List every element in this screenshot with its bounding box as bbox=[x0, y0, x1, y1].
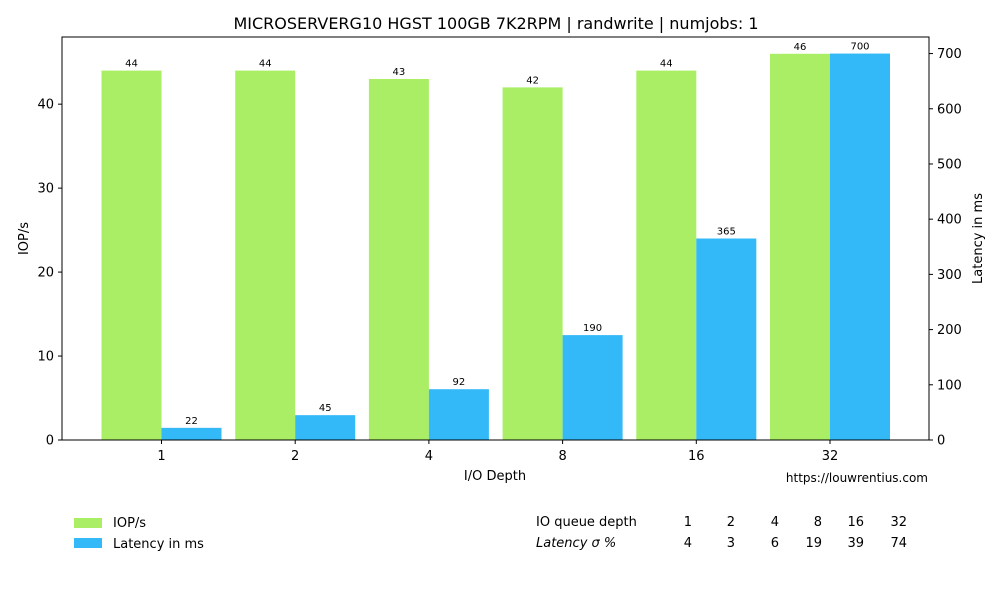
x-axis: 1 2 4 8 16 32 bbox=[157, 440, 838, 464]
y2-tick-label-0: 0 bbox=[937, 434, 945, 449]
x-tick-label-8: 8 bbox=[558, 449, 566, 464]
bar-label-latency-1: 22 bbox=[185, 416, 198, 427]
chart-title: MICROSERVERG10 HGST 100GB 7K2RPM | randw… bbox=[233, 14, 758, 33]
legend-swatch-iops bbox=[74, 518, 102, 528]
bar-iops-4 bbox=[368, 78, 429, 441]
bar-label-latency-32: 700 bbox=[850, 42, 869, 53]
latency-stats-table: IO queue depth Latency σ % 1 4 2 3 4 6 8 19 16 39… bbox=[536, 515, 907, 551]
stats-depth-32: 32 bbox=[890, 515, 907, 530]
x-axis-label: I/O Depth bbox=[464, 469, 526, 484]
y2-tick-label-200: 200 bbox=[937, 323, 962, 338]
y-tick-label-20: 20 bbox=[37, 266, 54, 281]
legend-swatch-latency bbox=[74, 538, 102, 548]
stats-sigma-1: 4 bbox=[684, 536, 692, 551]
bar-iops-32 bbox=[770, 53, 830, 441]
bar-latency-32 bbox=[830, 53, 890, 440]
bar-iops-1 bbox=[101, 70, 162, 440]
y-tick-label-40: 40 bbox=[37, 98, 54, 113]
bar-labels-group: 44 22 44 45 43 92 42 190 44 365 46 700 bbox=[125, 42, 869, 427]
y2-tick-label-700: 700 bbox=[937, 47, 962, 62]
y-axis-left: 0 10 20 30 40 bbox=[37, 98, 62, 449]
y2-tick-label-300: 300 bbox=[937, 268, 962, 283]
y-tick-label-0: 0 bbox=[46, 434, 54, 449]
stats-depth-8: 8 bbox=[814, 515, 822, 530]
x-tick-label-2: 2 bbox=[291, 449, 299, 464]
y-axis-right: 0 100 200 300 400 500 600 700 bbox=[929, 47, 962, 449]
stats-sigma-4: 6 bbox=[771, 536, 779, 551]
bar-label-iops-2: 44 bbox=[259, 59, 272, 70]
legend-label-iops: IOP/s bbox=[113, 516, 146, 531]
bar-latency-4 bbox=[428, 389, 489, 440]
bar-label-iops-8: 42 bbox=[526, 75, 539, 86]
bar-label-latency-16: 365 bbox=[717, 227, 736, 238]
y2-tick-label-500: 500 bbox=[937, 157, 962, 172]
bar-iops-16 bbox=[636, 70, 697, 440]
x-tick-label-16: 16 bbox=[688, 449, 705, 464]
stats-sigma-2: 3 bbox=[727, 536, 735, 551]
y2-tick-label-100: 100 bbox=[937, 378, 962, 393]
legend: IOP/s Latency in ms bbox=[74, 516, 204, 552]
bar-latency-2 bbox=[295, 415, 356, 440]
stats-sigma-16: 39 bbox=[847, 536, 864, 551]
bar-label-iops-32: 46 bbox=[794, 42, 807, 53]
bar-label-iops-1: 44 bbox=[125, 59, 138, 70]
x-tick-label-4: 4 bbox=[425, 449, 433, 464]
bar-latency-1 bbox=[161, 427, 222, 440]
y2-axis-label: Latency in ms bbox=[971, 193, 986, 284]
bar-label-latency-2: 45 bbox=[319, 403, 332, 414]
stats-depth-4: 4 bbox=[771, 515, 779, 530]
bar-label-iops-4: 43 bbox=[393, 67, 406, 78]
stats-depth-16: 16 bbox=[847, 515, 864, 530]
legend-label-latency: Latency in ms bbox=[113, 537, 204, 552]
bar-label-iops-16: 44 bbox=[660, 59, 673, 70]
stats-sigma-32: 74 bbox=[890, 536, 907, 551]
bar-iops-8 bbox=[502, 87, 563, 440]
bar-latency-16 bbox=[696, 238, 757, 440]
y-axis-label: IOP/s bbox=[17, 222, 32, 255]
bars-group bbox=[101, 53, 890, 441]
stats-depth-1: 1 bbox=[684, 515, 692, 530]
bar-iops-2 bbox=[235, 70, 296, 440]
y-tick-label-10: 10 bbox=[37, 350, 54, 365]
y-tick-label-30: 30 bbox=[37, 182, 54, 197]
plot-frame bbox=[61, 36, 930, 441]
y2-tick-label-600: 600 bbox=[937, 102, 962, 117]
x-tick-label-32: 32 bbox=[822, 449, 839, 464]
x-tick-label-1: 1 bbox=[157, 449, 165, 464]
stats-depth-2: 2 bbox=[727, 515, 735, 530]
bar-label-latency-8: 190 bbox=[583, 323, 602, 334]
stats-header-label: IO queue depth bbox=[536, 515, 637, 530]
source-note: https://louwrentius.com bbox=[786, 471, 928, 485]
stats-sigma-8: 19 bbox=[805, 536, 822, 551]
bar-label-latency-4: 92 bbox=[453, 377, 466, 388]
stats-row-label: Latency σ % bbox=[536, 536, 616, 551]
y2-tick-label-400: 400 bbox=[937, 213, 962, 228]
bar-latency-8 bbox=[562, 335, 623, 440]
